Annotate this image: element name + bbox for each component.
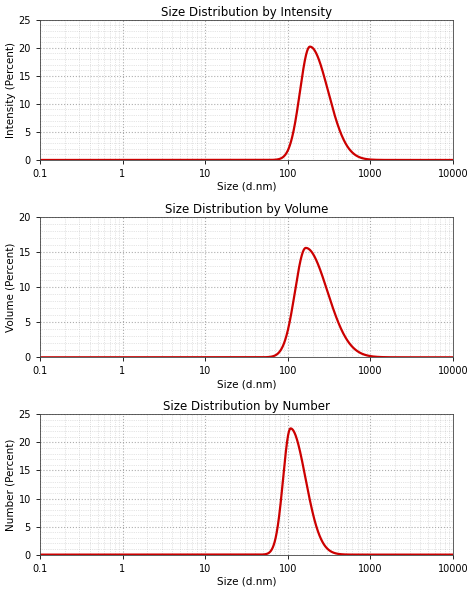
Title: Size Distribution by Volume: Size Distribution by Volume xyxy=(165,203,328,216)
Y-axis label: Number (Percent): Number (Percent) xyxy=(6,438,16,530)
Title: Size Distribution by Intensity: Size Distribution by Intensity xyxy=(161,5,332,18)
Y-axis label: Intensity (Percent): Intensity (Percent) xyxy=(6,42,16,138)
X-axis label: Size (d.nm): Size (d.nm) xyxy=(217,379,276,389)
Title: Size Distribution by Number: Size Distribution by Number xyxy=(163,400,330,413)
X-axis label: Size (d.nm): Size (d.nm) xyxy=(217,182,276,192)
X-axis label: Size (d.nm): Size (d.nm) xyxy=(217,577,276,587)
Y-axis label: Volume (Percent): Volume (Percent) xyxy=(6,243,16,332)
